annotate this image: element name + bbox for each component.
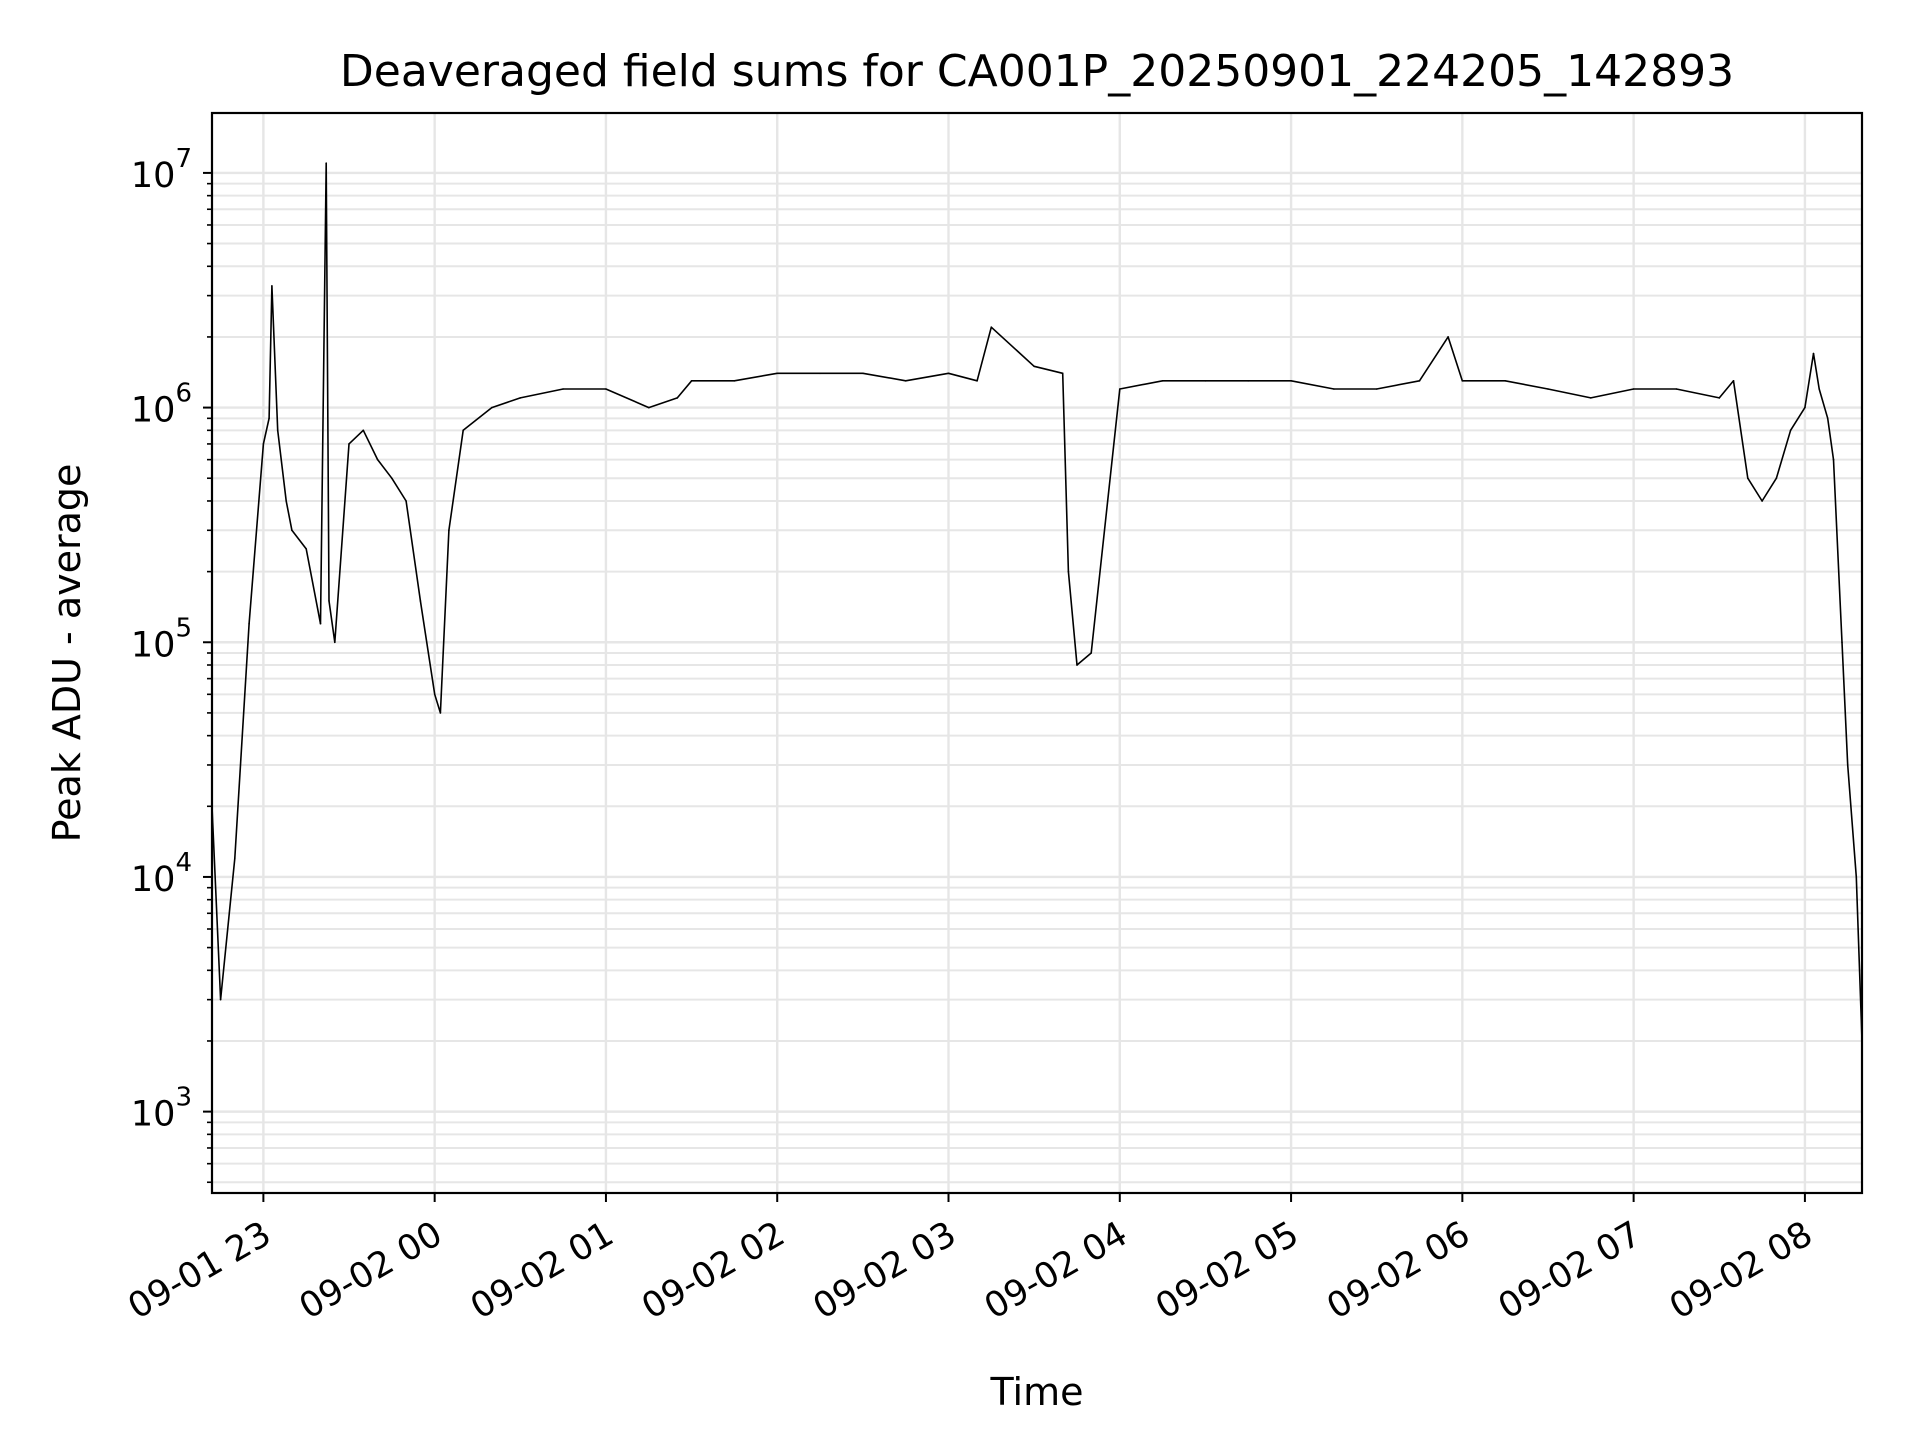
y-tick-base: 10 — [131, 156, 176, 196]
y-tick-label: 104 — [131, 848, 192, 900]
data-point — [268, 417, 270, 420]
data-point — [334, 641, 336, 644]
data-point — [1718, 397, 1721, 399]
data-point — [1804, 406, 1806, 409]
data-point — [904, 380, 907, 382]
y-tick-base: 10 — [131, 860, 176, 900]
y-axis-label: Peak ADU - average — [45, 464, 89, 843]
data-point — [1832, 458, 1835, 461]
data-point — [1076, 664, 1078, 666]
data-point — [1161, 380, 1164, 382]
data-point — [1761, 500, 1763, 502]
data-point — [433, 693, 436, 696]
data-point — [562, 388, 564, 390]
data-point — [362, 429, 365, 432]
data-point — [676, 397, 679, 399]
data-point — [405, 500, 407, 502]
grid — [212, 113, 1862, 1193]
y-tick-label: 107 — [131, 144, 192, 196]
data-point — [819, 372, 821, 375]
data-point — [1632, 388, 1635, 390]
y-tick-exponent: 6 — [175, 379, 192, 409]
data-point — [862, 372, 864, 375]
data-point — [419, 600, 422, 602]
y-tick-label: 105 — [131, 613, 192, 665]
data-point — [448, 529, 450, 532]
data-point — [376, 458, 379, 461]
data-point — [248, 622, 250, 625]
chart-title: Deaveraged field sums for CA001P_2025090… — [340, 46, 1734, 97]
data-point — [1732, 380, 1735, 382]
data-point — [1775, 477, 1778, 480]
data-point — [1841, 641, 1843, 644]
data-point — [234, 857, 236, 860]
data-point — [1061, 372, 1064, 375]
data-point — [325, 162, 328, 164]
data-point — [1590, 397, 1592, 399]
data-point — [285, 500, 288, 502]
data-point — [291, 529, 293, 532]
data-point — [1375, 388, 1378, 390]
data-point — [1855, 876, 1858, 878]
data-point — [1333, 388, 1335, 390]
data-point — [219, 998, 222, 1001]
data-point — [1818, 388, 1820, 390]
y-tick-base: 10 — [131, 625, 176, 665]
y-tick-exponent: 5 — [175, 613, 192, 643]
data-point — [1033, 365, 1035, 368]
y-tick-exponent: 3 — [175, 1083, 192, 1113]
data-point — [976, 380, 978, 382]
data-point — [648, 406, 650, 409]
data-point — [947, 372, 950, 375]
data-point — [319, 622, 322, 625]
data-point — [605, 388, 607, 390]
data-point — [1418, 380, 1421, 382]
y-tick-label: 103 — [131, 1083, 192, 1135]
data-point — [1090, 652, 1092, 654]
data-point — [1119, 388, 1121, 390]
data-point — [1846, 764, 1849, 766]
data-point — [1675, 388, 1678, 390]
y-tick-exponent: 7 — [175, 144, 192, 174]
y-tick-base: 10 — [131, 1095, 176, 1135]
x-axis-label: Time — [990, 1370, 1084, 1414]
data-point — [1747, 477, 1749, 480]
data-point — [990, 326, 993, 329]
data-point — [491, 406, 493, 409]
data-point — [1504, 380, 1506, 382]
data-point — [776, 372, 778, 375]
data-point — [305, 548, 308, 550]
data-point — [391, 477, 393, 480]
data-point — [328, 600, 330, 602]
data-point — [348, 443, 350, 445]
data-point — [1812, 352, 1815, 355]
data-layer — [211, 162, 1863, 1042]
data-point — [1204, 380, 1207, 382]
data-point — [733, 380, 736, 382]
data-point — [519, 397, 522, 399]
data-point — [1789, 429, 1792, 432]
data-point — [1461, 380, 1464, 382]
data-point — [1067, 570, 1070, 573]
y-tick-label: 106 — [131, 379, 192, 431]
data-point — [1547, 388, 1549, 390]
data-point — [1447, 336, 1449, 338]
data-point — [690, 380, 693, 382]
data-point — [1826, 417, 1829, 420]
y-tick-base: 10 — [131, 391, 176, 431]
data-point — [462, 429, 465, 432]
data-point — [276, 429, 279, 432]
y-tick-exponent: 4 — [175, 848, 192, 878]
data-point — [262, 443, 265, 445]
data-point — [271, 285, 273, 287]
data-point — [1247, 380, 1249, 382]
data-point — [439, 712, 442, 714]
data-point — [1290, 380, 1292, 382]
